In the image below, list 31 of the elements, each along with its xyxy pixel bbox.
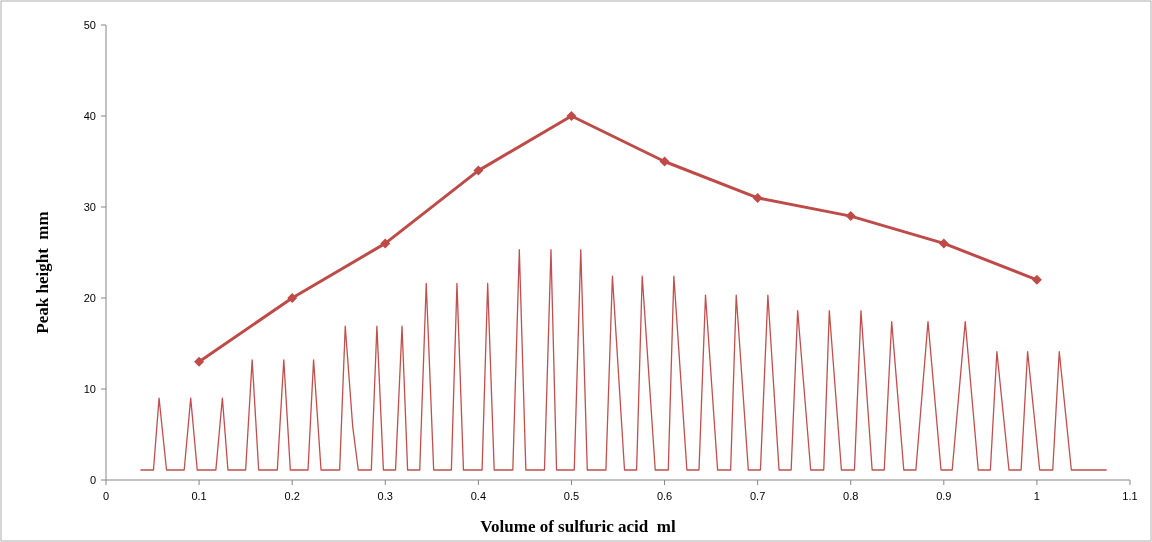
y-tick-label: 40	[83, 109, 96, 122]
y-tick-label: 50	[83, 18, 96, 31]
point	[938, 238, 949, 249]
y-tick-label: 10	[83, 382, 96, 395]
point	[1031, 274, 1042, 285]
x-tick-label: 0.5	[563, 490, 580, 502]
line-series	[139, 249, 1108, 471]
x-tick-label: 0.9	[936, 490, 952, 502]
point	[659, 156, 670, 167]
x-tick-label: 0.1	[191, 490, 207, 502]
y-axis-title: Peak height mm	[33, 211, 52, 334]
x-tick-label: 0	[102, 490, 110, 502]
x-tick-label: 0.6	[656, 490, 673, 502]
x-tick-label: 1.1	[1122, 490, 1138, 502]
point	[566, 111, 577, 121]
point	[473, 165, 484, 176]
y-tick-label: 30	[83, 200, 96, 213]
y-tick-label: 20	[83, 291, 96, 304]
x-tick-label: 0.3	[377, 490, 393, 502]
x-tick-label: 0.7	[749, 490, 766, 502]
point	[380, 238, 391, 249]
x-axis-title: Volume of sulfuric acid ml	[480, 517, 676, 536]
point	[752, 192, 763, 203]
point	[194, 356, 205, 367]
x-tick-label: 0.4	[470, 490, 487, 502]
point	[845, 211, 856, 222]
x-tick-label: 0.8	[843, 490, 859, 502]
x-tick-label: 1	[1033, 490, 1040, 502]
point	[287, 293, 298, 303]
x-tick-label: 0.2	[284, 490, 300, 502]
y-tick-label: 0	[89, 473, 96, 486]
